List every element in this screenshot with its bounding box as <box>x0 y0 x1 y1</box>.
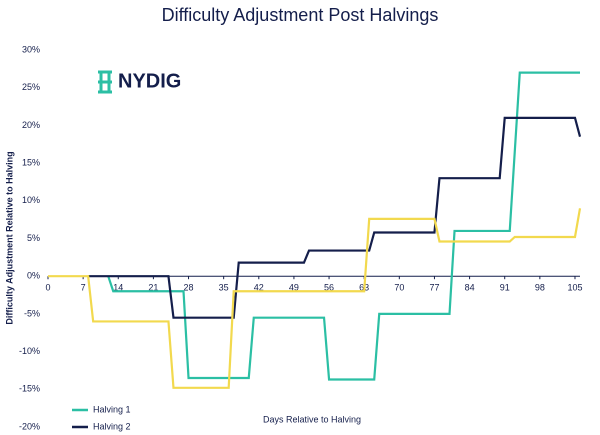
x-tick-label: 28 <box>184 283 194 293</box>
x-tick-label: 49 <box>289 283 299 293</box>
x-tick-label: 0 <box>45 283 50 293</box>
x-axis-label: Days Relative to Halving <box>263 414 361 424</box>
y-tick-label: -10% <box>19 346 40 356</box>
y-tick-label: 5% <box>27 233 40 243</box>
y-tick-label: 20% <box>22 120 40 130</box>
series-line <box>107 71 580 381</box>
series-line <box>48 208 582 389</box>
x-tick-label: 70 <box>394 283 404 293</box>
x-tick-label: 77 <box>429 283 439 293</box>
chart-title: Difficulty Adjustment Post Halvings <box>162 5 439 25</box>
y-tick-label: 30% <box>22 44 40 54</box>
y-tick-label: 0% <box>27 271 40 281</box>
x-tick-label: 21 <box>148 283 158 293</box>
x-tick-label: 98 <box>535 283 545 293</box>
x-tick-label: 105 <box>567 283 582 293</box>
x-tick-label: 84 <box>465 283 475 293</box>
y-tick-label: 15% <box>22 157 40 167</box>
y-tick-label: 10% <box>22 195 40 205</box>
series-line <box>88 116 582 319</box>
x-tick-label: 35 <box>219 283 229 293</box>
x-tick-label: 56 <box>324 283 334 293</box>
legend-label: Halving 2 <box>93 421 131 431</box>
y-tick-label: 25% <box>22 82 40 92</box>
x-tick-label: 7 <box>81 283 86 293</box>
logo-icon <box>98 70 112 94</box>
y-axis-label: Difficulty Adjustment Relative to Halvin… <box>4 151 14 324</box>
x-tick-label: 14 <box>113 283 123 293</box>
y-tick-label: -5% <box>24 308 40 318</box>
y-tick-label: -15% <box>19 384 40 394</box>
logo-text: NYDIG <box>118 70 181 92</box>
y-tick-label: -20% <box>19 421 40 431</box>
x-tick-label: 91 <box>500 283 510 293</box>
legend-label: Halving 1 <box>93 404 131 414</box>
x-tick-label: 42 <box>254 283 264 293</box>
